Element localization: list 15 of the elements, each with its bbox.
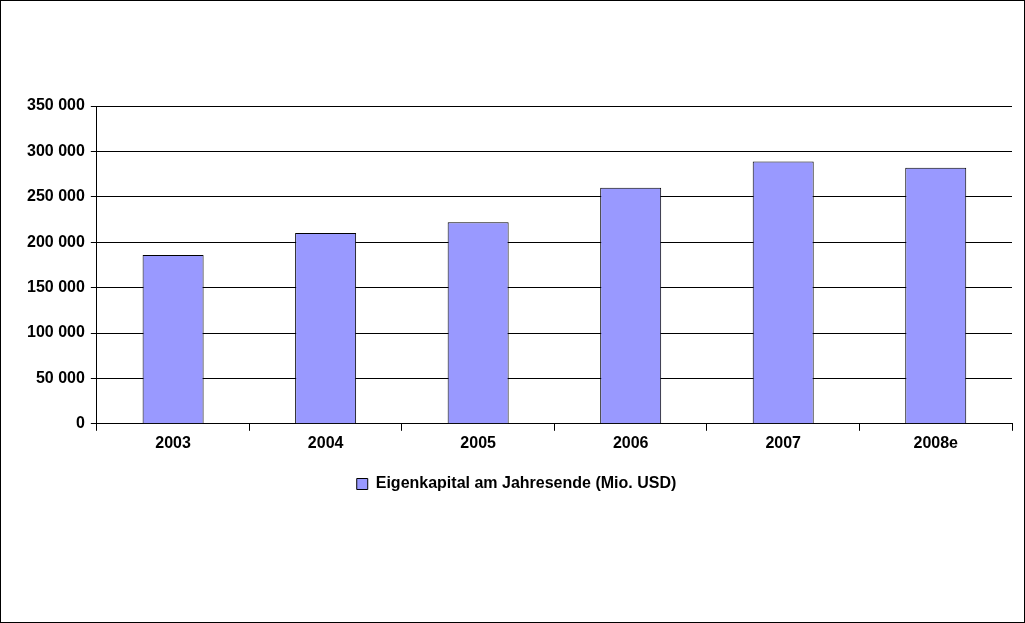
x-tick-label: 2007	[765, 433, 802, 451]
x-tick-label: 2004	[307, 433, 344, 451]
y-tick-label: 0	[75, 414, 85, 432]
x-tick-label: 2008e	[913, 433, 959, 451]
x-tick-label: 2005	[460, 433, 497, 451]
y-tick-label: 200 000	[26, 232, 85, 250]
y-tick-label: 300 000	[26, 141, 85, 159]
legend-label: Eigenkapital am Jahresende (Mio. USD)	[375, 474, 677, 492]
y-tick-label: 100 000	[26, 323, 85, 341]
y-tick-label: 350 000	[26, 96, 85, 114]
x-tick-label: 2006	[612, 433, 649, 451]
y-tick-label: 50 000	[35, 368, 85, 386]
y-tick-label: 250 000	[26, 187, 85, 205]
y-tick-label: 150 000	[26, 278, 85, 296]
x-tick-label: 2003	[155, 433, 191, 451]
